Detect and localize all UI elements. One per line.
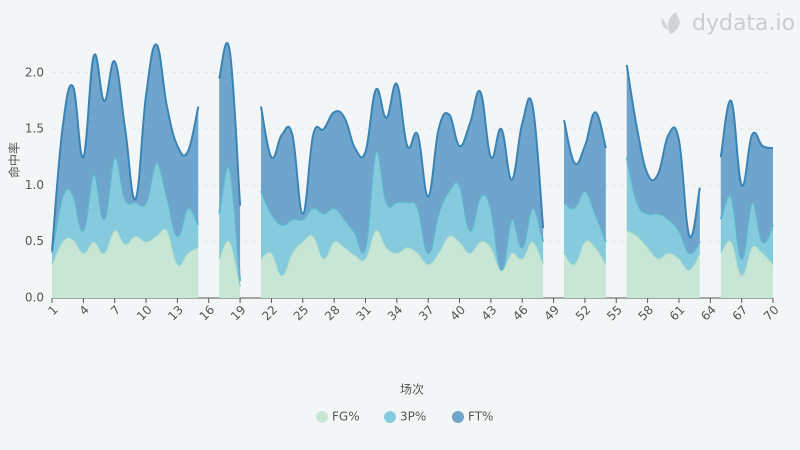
x-tick-label: 22 <box>259 303 280 324</box>
x-tick-label: 28 <box>322 303 343 324</box>
legend-label: 3P% <box>400 410 426 424</box>
area-fill <box>626 64 700 254</box>
area-fill <box>260 150 544 276</box>
x-tick-label: 34 <box>385 303 406 324</box>
x-tick-label: 46 <box>510 303 531 324</box>
area-fill <box>564 112 606 242</box>
area-fill <box>260 83 544 270</box>
x-tick-label: 7 <box>108 303 123 318</box>
y-tick-label: 0.0 <box>25 291 44 305</box>
x-axis-title: 场次 <box>400 383 424 397</box>
series-line <box>218 41 242 206</box>
x-tick-label: 31 <box>353 303 374 324</box>
x-tick-label: 70 <box>761 303 782 324</box>
x-tick-label: 40 <box>447 303 468 324</box>
area-fill <box>626 230 700 298</box>
series-line <box>260 82 545 229</box>
area-fill <box>52 228 199 298</box>
legend-swatch <box>452 411 464 423</box>
x-tick-label: 64 <box>698 303 719 324</box>
area-fill <box>564 240 606 298</box>
watermark-logo <box>661 12 680 34</box>
x-tick-label: 49 <box>541 303 562 324</box>
x-tick-label: 52 <box>573 303 594 324</box>
series-line <box>719 99 774 187</box>
x-tick-label: 19 <box>228 303 249 324</box>
x-tick-label: 4 <box>77 303 92 318</box>
y-axis-title: 命中率 <box>7 142 22 178</box>
series-line <box>51 43 200 251</box>
legend-label: FG% <box>332 410 360 424</box>
x-tick-label: 1 <box>45 303 60 318</box>
x-tick-label: 55 <box>604 303 625 324</box>
watermark: dydata.io <box>692 11 795 36</box>
y-tick-label: 0.5 <box>25 234 44 248</box>
area-fill <box>219 166 241 287</box>
area-fill <box>219 42 241 282</box>
x-tick-label: 10 <box>134 303 155 324</box>
area-fill <box>720 100 773 259</box>
area-fill <box>219 240 241 298</box>
series-line <box>625 64 701 239</box>
legend-label: FT% <box>468 410 493 424</box>
x-tick-label: 58 <box>635 303 656 324</box>
area-fill <box>720 240 773 298</box>
x-tick-label: 61 <box>667 303 688 324</box>
area-fill <box>52 156 199 266</box>
y-tick-label: 1.0 <box>25 178 44 192</box>
legend-swatch <box>384 411 396 423</box>
area-fill <box>626 157 700 270</box>
x-tick-label: 43 <box>479 303 500 324</box>
y-tick-label: 1.5 <box>25 122 44 136</box>
legend-swatch <box>316 411 328 423</box>
x-tick-label: 13 <box>165 303 186 324</box>
series-line <box>563 111 607 166</box>
area-fill <box>52 44 199 253</box>
x-tick-label: 37 <box>416 303 437 324</box>
x-tick-label: 16 <box>197 303 218 324</box>
area-fill <box>564 190 606 265</box>
x-tick-label: 67 <box>730 303 751 324</box>
x-tick-label: 25 <box>291 303 312 324</box>
y-tick-label: 2.0 <box>25 65 44 79</box>
